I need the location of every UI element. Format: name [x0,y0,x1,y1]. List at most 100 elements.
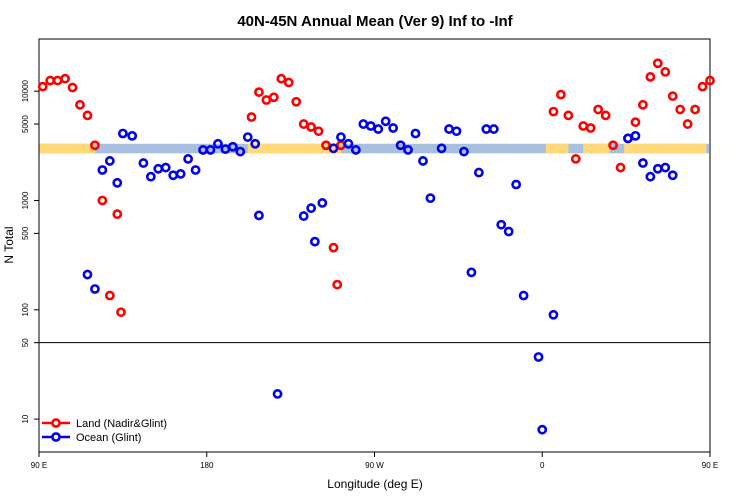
band-land-segment [247,143,341,154]
y-tick-label: 50 [21,338,30,347]
data-point [623,133,633,144]
y-tick-label: 1000 [21,191,30,209]
data-point [90,284,100,294]
data-point [317,198,328,208]
data-point [235,146,246,157]
series-land [37,58,715,318]
y-tick-label: 100 [21,303,30,317]
axis-ticks: 90 E 180 90 W 0 90 E 10 50 100 500 1000 5000 10000 [21,79,718,470]
data-point [548,106,559,117]
data-point [250,138,261,149]
data-point [75,99,85,110]
data-point [313,126,324,137]
series-ocean [82,116,678,435]
data-point [660,67,671,77]
plot-border [38,38,711,453]
data-point [298,119,309,129]
data-point [380,116,391,127]
x-tick-label: 0 [540,461,545,470]
data-point [90,140,100,151]
y-tick-label: 10 [21,414,30,423]
data-point [638,99,648,110]
data-point [254,87,264,98]
data-point [246,112,257,122]
data-point [645,171,656,182]
data-point [630,130,641,141]
data-point [104,290,115,301]
data-point [436,143,447,154]
data-point [365,121,376,131]
data-point [503,226,514,237]
data-point [52,75,63,86]
data-point [328,143,339,154]
data-point [328,242,339,253]
data-point [117,128,128,139]
band-ocean [40,143,709,154]
data-point [667,170,678,181]
data-points [37,58,715,435]
data-point [306,122,317,132]
data-point [183,154,194,164]
data-point [697,81,708,92]
data-point [60,73,70,84]
band-land-segment [583,143,610,154]
legend-label: Ocean (Glint) [76,432,141,444]
data-point [395,140,406,151]
data-point [350,145,361,155]
y-tick-label: 5000 [21,115,30,133]
data-point [593,104,604,115]
data-point [82,269,93,280]
data-point [45,75,56,86]
data-point [268,92,279,103]
data-point [112,209,123,220]
data-point [112,177,123,188]
data-point [660,162,671,173]
x-tick-label: 90 E [702,461,718,470]
data-point [690,104,700,115]
data-point [283,77,294,88]
data-point [533,352,544,362]
data-point [652,58,663,69]
x-tick-label: 90 W [365,461,384,470]
data-point [451,126,462,137]
data-point [638,158,648,168]
data-point [97,165,108,175]
x-tick-label: 180 [200,461,214,470]
data-point [444,124,454,134]
data-point [298,211,309,221]
data-point [608,140,618,151]
data-point [570,154,581,164]
data-point [481,124,492,134]
data-point [168,170,179,181]
data-point [418,156,428,166]
chart-title: 40N-45N Annual Mean (Ver 9) Inf to -Inf [237,13,513,30]
data-point [153,163,164,174]
data-point [261,95,272,105]
data-point [254,210,264,221]
data-point [496,219,507,230]
data-point [205,145,216,155]
data-point [459,146,469,157]
data-point [667,91,678,102]
data-point [242,132,253,142]
data-point [276,73,287,84]
data-point [585,123,596,133]
data-point [67,82,78,93]
data-point [306,203,317,214]
data-point [227,141,238,152]
data-point [630,117,641,128]
x-axis-label: Longitude (deg E) [327,477,422,491]
data-point [175,169,186,179]
data-point [511,179,522,190]
data-point [675,104,686,115]
data-point [563,110,574,121]
data-point [600,110,611,121]
data-point [82,110,93,121]
band-land-segment [545,143,569,154]
data-point [578,121,589,131]
band-land-segment [624,143,707,154]
data-point [272,389,283,399]
y-axis-label: N Total [2,226,16,263]
data-point [127,130,138,141]
